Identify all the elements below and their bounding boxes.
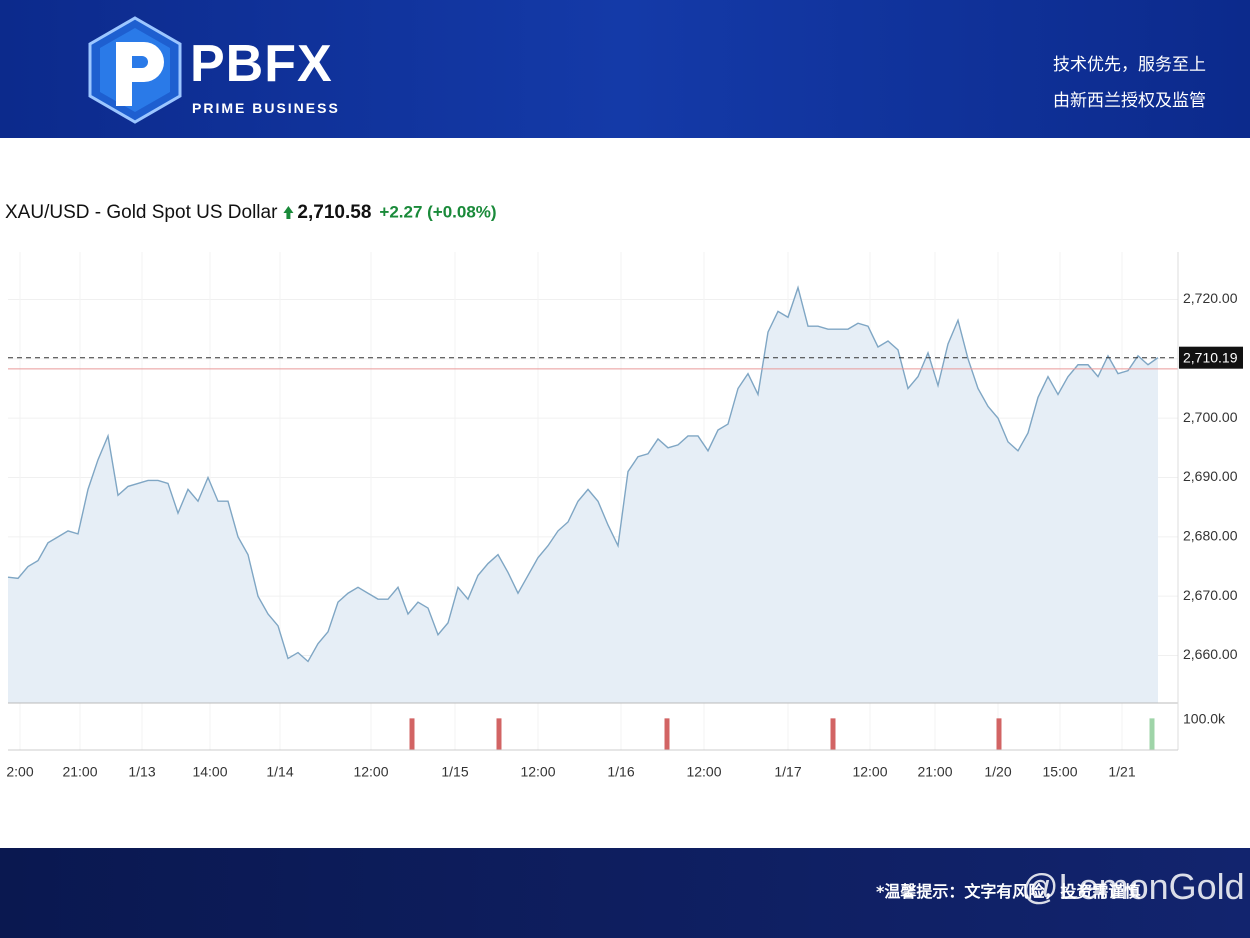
y-tick-label: 2,680.00	[1183, 528, 1238, 544]
x-tick-label: 1/15	[441, 764, 468, 780]
volume-bar	[830, 718, 836, 750]
brand: PBFX	[190, 35, 333, 93]
up-arrow	[283, 206, 294, 219]
footer	[0, 848, 1250, 938]
chart: XAU/USD - Gold Spot US Dollar 2,710.58 +2.…	[5, 202, 1243, 780]
volume-bar	[996, 718, 1002, 750]
tagline: PRIME BUSINESS	[192, 100, 340, 116]
last-price-label: 2,710.19	[1183, 349, 1238, 365]
x-tick-label: 1/21	[1108, 764, 1135, 780]
area	[8, 287, 1158, 703]
x-tick-label: 21:00	[917, 764, 952, 780]
slogan: 技术优先，服务至上	[1053, 55, 1206, 75]
logo	[88, 16, 182, 124]
y-tick-label: 2,690.00	[1183, 468, 1238, 484]
volume-bar	[664, 718, 670, 750]
x-tick-label: 1/16	[607, 764, 634, 780]
disclaimer: *温馨提示：文字有风险，投资需谨慎	[876, 882, 1141, 901]
watermark: @LemonGold	[1022, 866, 1245, 907]
y-tick-label: 2,720.00	[1183, 290, 1238, 306]
x-tick-label: 14:00	[192, 764, 227, 780]
volume-bar	[409, 718, 415, 750]
change: +2.27 (+0.08%)	[379, 202, 496, 221]
x-tick-label: 1/14	[266, 764, 293, 780]
volume-bar	[496, 718, 502, 750]
price: 2,710.58	[297, 202, 371, 223]
slogan: 由新西兰授权及监管	[1053, 91, 1206, 111]
x-tick-label: 12:00	[686, 764, 721, 780]
x-tick-label: 1/13	[128, 764, 155, 780]
last-price-box	[1179, 346, 1243, 369]
volume-bar	[1149, 718, 1155, 750]
y-tick-label: 2,700.00	[1183, 409, 1238, 425]
x-tick-label: 1/20	[984, 764, 1011, 780]
x-tick-label: 15:00	[1042, 764, 1077, 780]
x-tick-label: 12:00	[520, 764, 555, 780]
x-tick-label: 1/17	[774, 764, 801, 780]
price-line	[7, 285, 1159, 663]
x-tick-label: 12:00	[353, 764, 388, 780]
header: PBFX PRIME BUSINESS 技术优先，服务至上 由新西兰授权及监管	[0, 0, 1250, 138]
chart-title: XAU/USD - Gold Spot US Dollar	[5, 202, 278, 223]
x-tick-label: 21:00	[62, 764, 97, 780]
x-tick-label: 2:00	[6, 764, 33, 780]
y-tick-label: 2,660.00	[1183, 646, 1238, 662]
y-tick-label: 2,670.00	[1183, 587, 1238, 603]
x-tick-label: 12:00	[852, 764, 887, 780]
y-tick-label: 100.0k	[1183, 711, 1226, 727]
